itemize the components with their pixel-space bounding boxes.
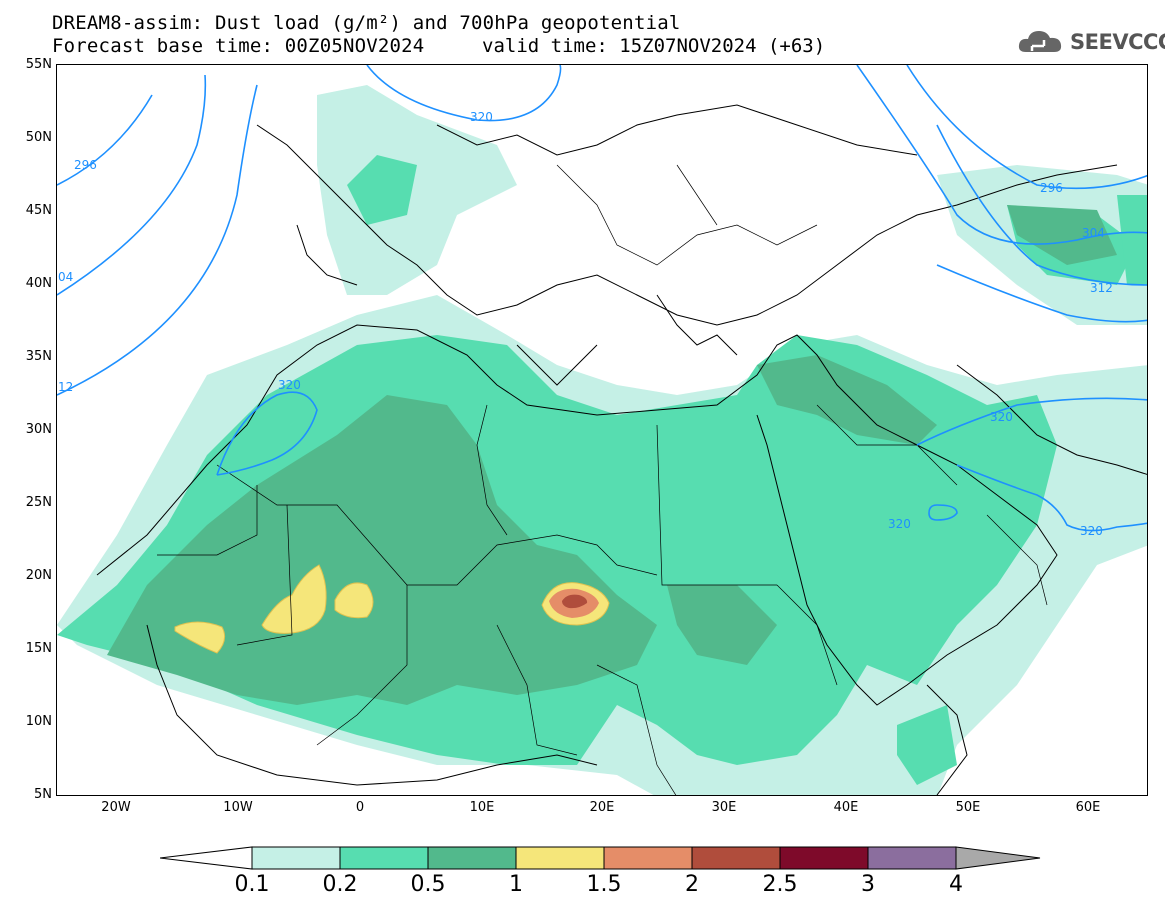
- contour-label: 320: [470, 110, 493, 124]
- colorbar-label: 0.1: [234, 872, 270, 897]
- logo-text: SEEVCCC: [1070, 30, 1165, 54]
- lat-label: 35N: [25, 349, 52, 364]
- lat-label: 50N: [25, 130, 52, 145]
- contour-label: 320: [1080, 524, 1103, 538]
- contour-label: 312: [1090, 281, 1113, 295]
- contour-label: 320: [278, 378, 301, 392]
- lon-label: 10W: [223, 800, 253, 815]
- colorbar-label: 1.5: [586, 872, 622, 897]
- colorbar-bin: [251, 846, 341, 870]
- lat-label: 20N: [25, 568, 52, 583]
- lat-label: 40N: [25, 276, 52, 291]
- colorbar-label: 1: [509, 872, 523, 897]
- colorbar-bin: [779, 846, 869, 870]
- colorbar-high-arrow: [955, 846, 1041, 870]
- contour-label: 304: [1082, 226, 1105, 240]
- colorbar-bin: [603, 846, 693, 870]
- colorbar-bin: [515, 846, 605, 870]
- colorbar-bin: [339, 846, 429, 870]
- valid-time: valid time: 15Z07NOV2024 (+63): [482, 35, 826, 57]
- map-area: [56, 64, 1148, 796]
- colorbar-label: 2: [685, 872, 699, 897]
- colorbar-bin: [867, 846, 957, 870]
- map-title: DREAM8-assim: Dust load (g/m²) and 700hP…: [52, 12, 681, 34]
- dust-heavy-layer: [107, 205, 1117, 705]
- contour-label: 320: [888, 517, 911, 531]
- lat-label: 5N: [34, 787, 52, 802]
- contour-label: 296: [1040, 181, 1063, 195]
- cloud-logo-icon: [1018, 31, 1062, 52]
- lon-label: 40E: [833, 800, 859, 815]
- lon-label: 20W: [101, 800, 131, 815]
- dust-load-map: [57, 65, 1147, 795]
- colorbar-label: 3: [861, 872, 875, 897]
- country-borders: [157, 164, 1048, 795]
- coastlines: [96, 104, 1147, 795]
- lon-label: 0: [355, 800, 365, 815]
- lat-label: 25N: [25, 495, 52, 510]
- colorbar-bin: [691, 846, 781, 870]
- lon-label: 50E: [955, 800, 981, 815]
- lat-label: 55N: [25, 57, 52, 72]
- colorbar-label: 0.5: [410, 872, 446, 897]
- colorbar-label: 4: [949, 872, 963, 897]
- contour-label: 04: [58, 270, 74, 284]
- forecast-base-time: Forecast base time: 00Z05NOV2024: [52, 35, 425, 57]
- lat-label: 15N: [25, 641, 52, 656]
- lat-label: 30N: [25, 422, 52, 437]
- lon-label: 20E: [589, 800, 615, 815]
- seevccc-logo: SEEVCCC: [1016, 26, 1165, 60]
- colorbar-label: 2.5: [762, 872, 798, 897]
- contour-label: 12: [58, 380, 74, 394]
- geopotential-contours: [57, 65, 1147, 532]
- contour-label: 320: [990, 410, 1013, 424]
- lon-label: 60E: [1075, 800, 1101, 815]
- lat-label: 45N: [25, 203, 52, 218]
- colorbar-label: 0.2: [322, 872, 358, 897]
- lon-label: 10E: [469, 800, 495, 815]
- colorbar: [160, 846, 1041, 870]
- lon-label: 30E: [711, 800, 737, 815]
- colorbar-bin: [427, 846, 517, 870]
- contour-label: 296: [74, 158, 97, 172]
- lat-label: 10N: [25, 714, 52, 729]
- colorbar-low-arrow: [160, 846, 253, 870]
- dust-orange-layer: [549, 588, 599, 618]
